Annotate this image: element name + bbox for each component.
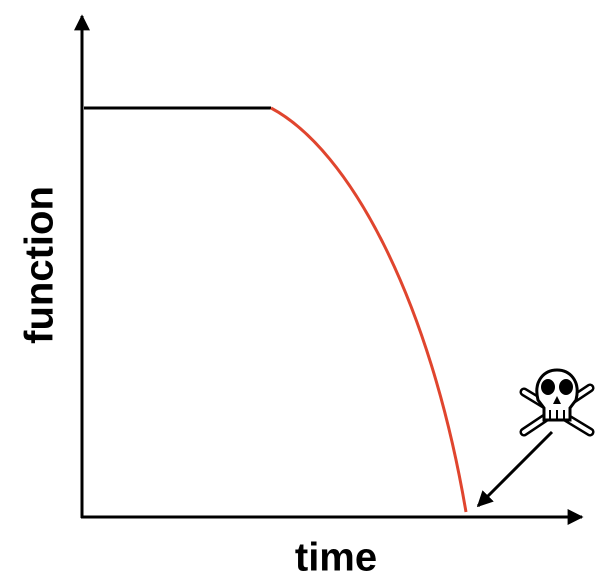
- decline-curve: [270, 106, 468, 513]
- y-axis-label: function: [18, 186, 62, 344]
- skull-icon: [519, 368, 595, 437]
- x-axis-label: time: [295, 536, 377, 579]
- pointer-arrow: [476, 430, 554, 508]
